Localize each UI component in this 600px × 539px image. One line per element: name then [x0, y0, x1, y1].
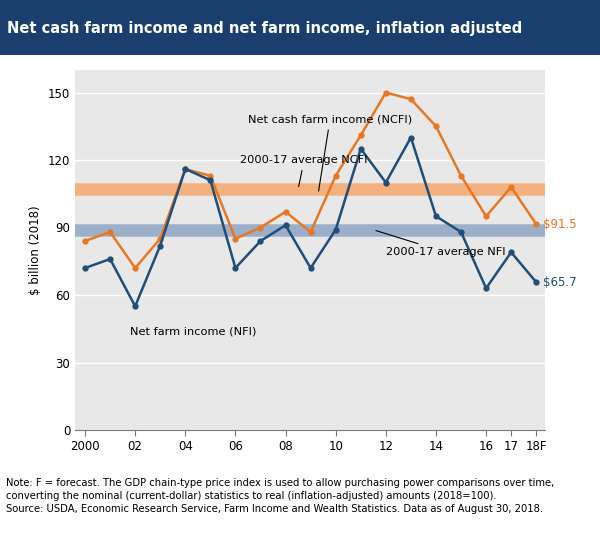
Text: Net cash farm income and net farm income, inflation adjusted: Net cash farm income and net farm income…	[7, 21, 523, 36]
Text: Net cash farm income (NCFI): Net cash farm income (NCFI)	[248, 114, 412, 191]
Text: $65.7: $65.7	[543, 275, 577, 289]
Text: 2000-17 average NCFI: 2000-17 average NCFI	[241, 155, 368, 186]
Text: Net farm income (NFI): Net farm income (NFI)	[130, 326, 257, 336]
Text: Source: USDA, Economic Research Service, Farm Income and Wealth Statistics. Data: Source: USDA, Economic Research Service,…	[6, 504, 543, 514]
Text: converting the nominal (current-dollar) statistics to real (inflation-adjusted) : converting the nominal (current-dollar) …	[6, 491, 497, 501]
Text: 2000-17 average NFI: 2000-17 average NFI	[376, 231, 505, 257]
Text: $91.5: $91.5	[543, 218, 577, 231]
Y-axis label: $ billion (2018): $ billion (2018)	[29, 205, 42, 295]
Text: Note: F = forecast. The GDP chain-type price index is used to allow purchasing p: Note: F = forecast. The GDP chain-type p…	[6, 478, 554, 488]
